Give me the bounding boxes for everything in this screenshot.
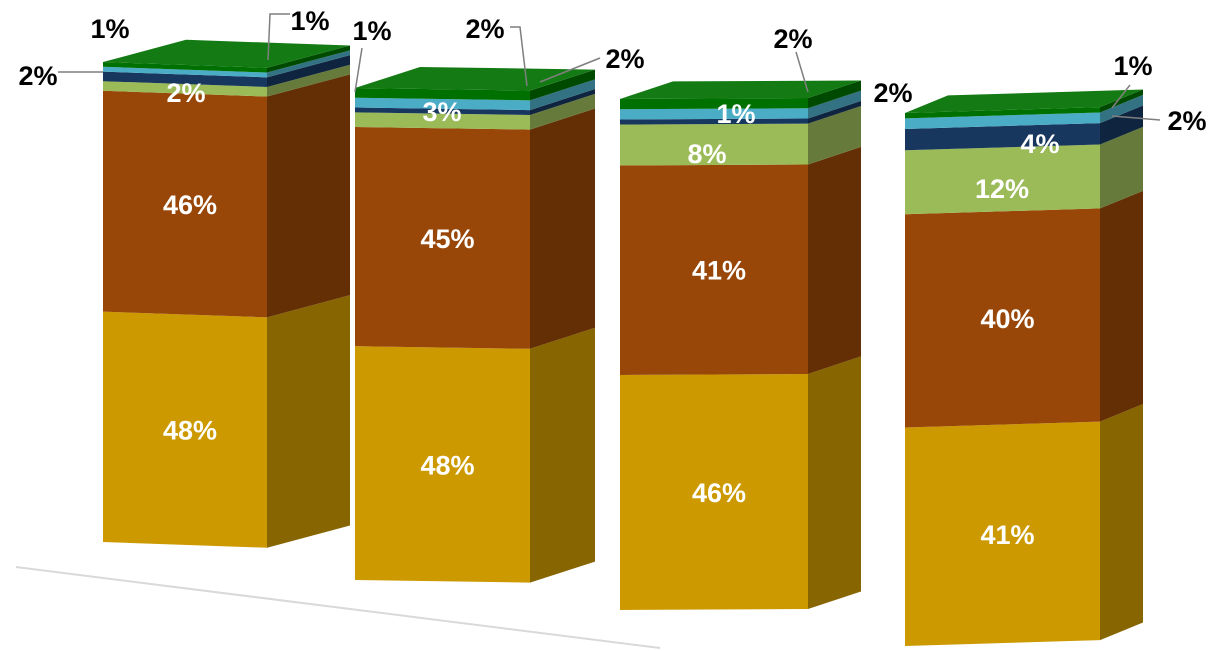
data-label-bar-3-segment-1: 46%: [692, 478, 746, 508]
bar-3-segment-5-front: [620, 108, 808, 120]
data-label-bar-1-segment-4: 2%: [18, 61, 57, 91]
bar-1-segment-6-front: [103, 62, 267, 73]
leader-line-bar-3-segment-5: [795, 51, 809, 93]
bar-2: [355, 66, 595, 583]
bar-3-segment-3-side: [808, 106, 861, 165]
leader-line-bar-4-segment-5: [1111, 115, 1161, 121]
bar-4-segment-5-front: [905, 112, 1100, 129]
data-label-bar-4-segment-3: 12%: [975, 174, 1029, 204]
bar-1-segment-1-side: [267, 295, 350, 548]
data-label-bar-3-segment-4: 1%: [716, 99, 755, 129]
bar-4-segment-5-side: [1100, 94, 1143, 124]
bar-2-segment-4-front: [355, 107, 530, 115]
data-label-bar-1-segment-3: 2%: [166, 78, 205, 108]
data-label-bar-2-segment-5: 2%: [465, 14, 504, 44]
leader-line-bar-2-segment-5: [510, 26, 528, 87]
leader-line-bar-1-segment-5: [267, 13, 290, 61]
bar-3-segment-4-side: [808, 100, 861, 124]
bar-2-segment-3-side: [530, 93, 595, 130]
bar-4: [905, 89, 1143, 646]
bar-2-segment-2-front: [355, 126, 530, 349]
bar-2-segment-1-front: [355, 346, 530, 583]
bar-2-segment-5-side: [530, 79, 595, 111]
data-label-bar-4-segment-2: 40%: [980, 304, 1034, 334]
data-label-bar-3-segment-6: 2%: [873, 78, 912, 108]
bar-3: [620, 80, 861, 610]
bar-4-segment-4-front: [905, 123, 1100, 151]
bar-1-segment-3-side: [267, 64, 350, 97]
bar-1-segment-5-front: [103, 66, 267, 78]
data-label-bar-1-segment-5: 1%: [290, 6, 329, 36]
bar-1: [103, 39, 350, 548]
data-label-bar-4-segment-6: 1%: [1113, 51, 1152, 81]
leader-line-bar-2-segment-6: [539, 57, 601, 83]
bar-4-segment-1-side: [1100, 404, 1143, 641]
bar-2-segment-3-front: [355, 112, 530, 130]
bar-2-segment-6-front: [355, 88, 530, 101]
data-label-bar-2-segment-4: 1%: [352, 16, 391, 46]
data-label-bar-3-segment-2: 41%: [692, 256, 746, 286]
data-label-bar-2-segment-6: 2%: [605, 44, 644, 74]
bar-4-segment-4-side: [1100, 105, 1143, 145]
bar-4-segment-2-side: [1100, 190, 1143, 422]
bar-2-segment-6-side: [530, 69, 595, 101]
bar-3-segment-1-front: [620, 374, 808, 610]
bar-1-segment-2-front: [103, 90, 267, 318]
data-label-bar-2-segment-3: 3%: [422, 97, 461, 127]
bar-3-segment-3-front: [620, 123, 808, 166]
leader-line-bar-2-segment-4: [354, 47, 363, 93]
bar-3-top-face: [620, 80, 861, 99]
floor-line: [15, 566, 661, 649]
bar-1-segment-2-side: [267, 74, 350, 318]
bar-4-segment-2-front: [905, 208, 1100, 428]
bar-1-segment-4-side: [267, 55, 350, 87]
bar-4-segment-6-front: [905, 107, 1100, 119]
bar-1-segment-5-side: [267, 50, 350, 78]
bar-4-segment-3-side: [1100, 126, 1143, 209]
data-label-bar-4-segment-5: 2%: [1167, 106, 1206, 136]
data-labels-group: 48% 46% 2% 2% 1% 1% 48% 45% 3% 1% 2% 2% 46% 41% 8% 1% 2%…: [18, 6, 1206, 550]
bar-3-segment-2-side: [808, 146, 861, 374]
data-label-bar-3-segment-3: 8%: [687, 139, 726, 169]
bar-1-top-face: [103, 39, 350, 68]
bar-3-segment-6-side: [808, 80, 861, 109]
bar-3-segment-5-side: [808, 90, 861, 119]
bar-1-segment-6-side: [267, 45, 350, 73]
bar-4-segment-6-side: [1100, 89, 1143, 113]
bar-2-segment-5-front: [355, 97, 530, 111]
data-label-bar-2-segment-2: 45%: [420, 224, 474, 254]
chart-floor: [15, 566, 661, 649]
leader-line-bar-4-segment-6: [1111, 84, 1131, 109]
bar-3-segment-1-side: [808, 356, 861, 610]
data-label-bar-1-segment-2: 46%: [163, 190, 217, 220]
bars-group: [103, 39, 1143, 646]
bar-1-segment-4-front: [103, 71, 267, 87]
bar-4-top-face: [905, 89, 1143, 113]
bar-2-top-face: [355, 66, 595, 91]
data-label-bar-1-segment-1: 48%: [163, 416, 217, 446]
bar-3-segment-4-front: [620, 118, 808, 125]
data-label-bar-2-segment-1: 48%: [420, 450, 474, 480]
bar-3-segment-6-front: [620, 98, 808, 110]
bar-2-segment-4-side: [530, 89, 595, 115]
data-label-bar-4-segment-4: 4%: [1020, 129, 1059, 159]
bar-1-segment-1-front: [103, 311, 267, 548]
bar-3-segment-2-front: [620, 164, 808, 375]
data-label-bar-1-segment-6: 1%: [90, 14, 129, 44]
data-label-bar-4-segment-1: 41%: [980, 520, 1034, 550]
bar-2-segment-2-side: [530, 108, 595, 349]
bar-2-segment-1-side: [530, 327, 595, 583]
data-label-bar-3-segment-5: 2%: [773, 24, 812, 54]
bar-4-segment-3-front: [905, 144, 1100, 215]
bar-4-segment-1-front: [905, 421, 1100, 646]
bar-1-segment-3-front: [103, 81, 267, 97]
